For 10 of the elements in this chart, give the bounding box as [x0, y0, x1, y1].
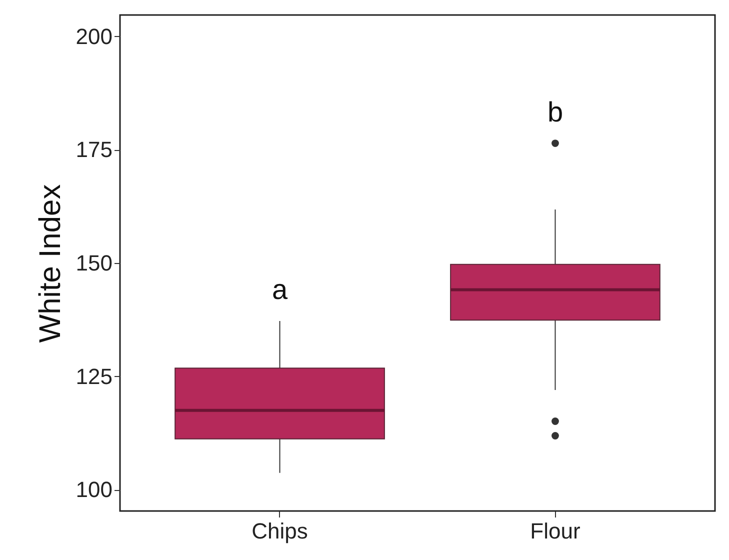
- annotation: b: [547, 96, 564, 128]
- y-tick-label: 100: [76, 477, 112, 502]
- annotation: a: [272, 274, 288, 306]
- y-tick-label: 125: [76, 364, 112, 389]
- x-tick-label: Chips: [252, 518, 308, 544]
- x-tick-label: Flour: [530, 518, 580, 544]
- y-tick-label: 150: [76, 250, 112, 276]
- y-axis-title: White Index: [34, 184, 67, 343]
- y-tick-label: 175: [76, 137, 112, 162]
- y-tick-label: 200: [76, 24, 112, 49]
